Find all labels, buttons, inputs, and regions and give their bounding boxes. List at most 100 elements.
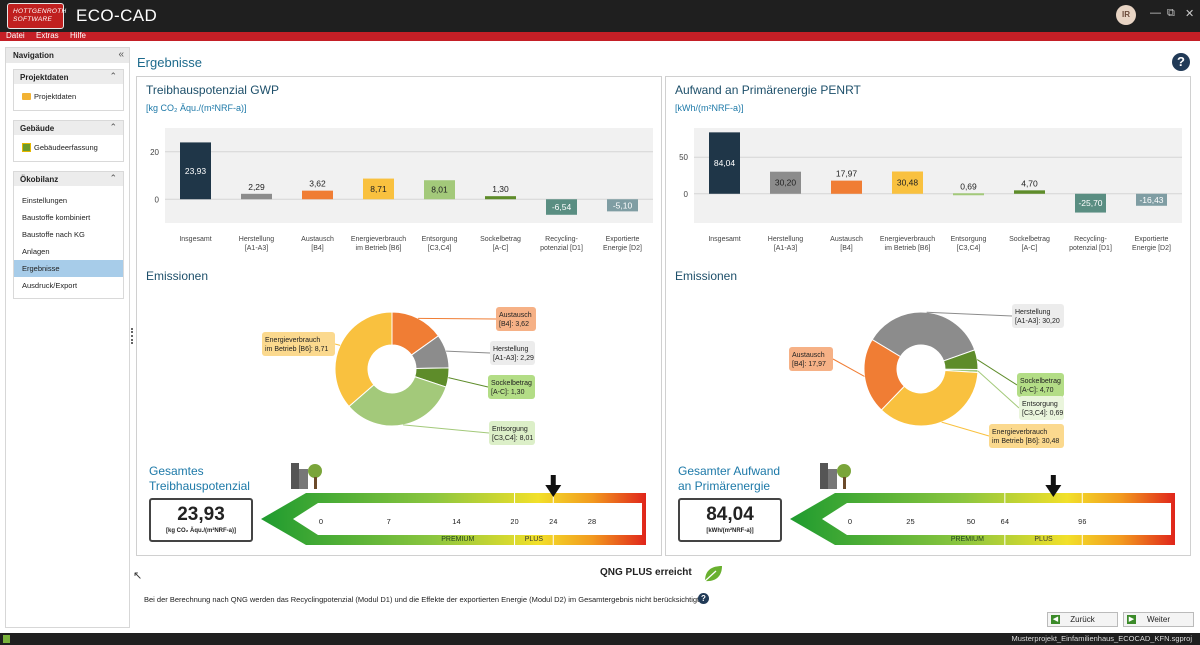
slice-label-box (489, 421, 535, 445)
nav-group-header[interactable]: Ökobilanz ⌃ (14, 172, 123, 186)
bar (424, 180, 455, 200)
city-tree-icon (291, 463, 322, 489)
plot-area (694, 128, 1182, 223)
donut-slice (871, 311, 976, 362)
nav-group-gebaeude: Gebäude ⌃ Gebäudeerfassung (13, 120, 124, 162)
next-button[interactable]: ▶ Weiter (1123, 612, 1194, 627)
y-tick-label: 20 (150, 148, 159, 157)
x-tick-label: Sockelbetrag (1009, 236, 1050, 243)
user-avatar[interactable]: IR (1116, 5, 1136, 25)
leader-line (976, 359, 1018, 386)
data-label: 23,93 (185, 166, 207, 176)
x-tick-label: Recycling- (545, 236, 578, 243)
slice-label-box (496, 307, 536, 331)
x-tick-label: [A1-A3] (774, 245, 797, 252)
help-icon[interactable]: ? (698, 593, 709, 604)
help-icon[interactable]: ? (1172, 53, 1190, 71)
penrt-title: Aufwand an Primärenergie PENRT (675, 83, 861, 97)
menu-extras[interactable]: Extras (36, 31, 59, 40)
slice-label: [C3,C4]: 8,01 (492, 435, 533, 442)
gwp-total-unit: [kg CO₂ Äqu./(m²NRF-a)] (166, 528, 236, 534)
scale-inner (293, 503, 642, 535)
x-tick-label: Energie [D2] (1132, 245, 1171, 252)
leader-line (977, 370, 1020, 409)
folder-icon (22, 93, 31, 100)
penrt-bar-chart: 0 50 84,04 Insgesamt 30,20 Herstellung [A1-A3]… (679, 128, 1182, 252)
x-tick-label: [C3,C4] (428, 245, 452, 252)
x-tick-label: Insgesamt (708, 236, 740, 243)
nav-item-projektdaten[interactable]: Projektdaten (14, 84, 123, 110)
leader-line (334, 343, 341, 346)
scale-tick-label: 25 (906, 517, 914, 526)
scale-tick-label: 50 (967, 517, 975, 526)
nav-item-baustoffe-kombiniert[interactable]: Baustoffe kombiniert (22, 213, 91, 222)
city-tree-icon (820, 463, 851, 489)
data-label: 8,01 (431, 185, 448, 195)
slice-label-box (1012, 304, 1064, 328)
x-tick-label: potenzial [D1] (1069, 245, 1112, 252)
x-tick-label: Energie [D2] (603, 245, 642, 252)
x-tick-label: im Betrieb [B6] (356, 245, 402, 252)
x-tick-label: Entsorgung (422, 236, 458, 243)
gwp-bar-chart: 0 20 23,93 Insgesamt 2,29 Herstellung [A1-A3] 3… (150, 128, 653, 252)
data-label: 2,29 (248, 182, 265, 192)
marker-arrow-icon (545, 485, 562, 497)
slice-label: Sockelbetrag (1020, 378, 1061, 385)
nav-item-einstellungen[interactable]: Einstellungen (22, 196, 68, 205)
donut-slice (863, 338, 906, 411)
bar (180, 142, 211, 200)
bar (241, 193, 272, 200)
restore-icon[interactable]: ⧉ (1167, 7, 1175, 19)
scale-tick-label: 7 (387, 517, 391, 526)
collapse-nav-icon[interactable]: « (118, 49, 124, 60)
leader-line (418, 317, 497, 320)
bar (546, 199, 577, 215)
x-tick-label: [A1-A3] (245, 245, 268, 252)
penrt-emissions-title: Emissionen (675, 269, 738, 283)
bar (1075, 193, 1106, 213)
donut-slice (334, 311, 393, 408)
slice-label: [B4]: 17,97 (792, 361, 826, 368)
data-label: 30,20 (775, 178, 797, 188)
y-tick-label: 50 (679, 153, 688, 162)
minimize-icon[interactable]: — (1150, 7, 1161, 19)
nav-group-header[interactable]: Projektdaten ⌃ (14, 70, 123, 84)
nav-item-ausdruck-export[interactable]: Ausdruck/Export (22, 281, 78, 290)
back-button[interactable]: ◀ Zurück (1047, 612, 1118, 627)
nav-item-ergebnisse[interactable]: Ergebnisse (14, 260, 123, 277)
bar (892, 171, 923, 194)
leader-line (403, 424, 490, 434)
slice-label: im Betrieb [B6]: 8,71 (265, 346, 329, 353)
menu-datei[interactable]: Datei (6, 31, 25, 40)
nav-group-header[interactable]: Gebäude ⌃ (14, 121, 123, 135)
qng-result: QNG PLUS erreicht (600, 567, 692, 578)
nav-item-baustoffe-nach-kg[interactable]: Baustoffe nach KG (22, 230, 85, 239)
bar (709, 132, 740, 194)
penrt-total-box: 84,04 [kWh/(m²NRF-a)] (678, 498, 782, 542)
leader-line (832, 358, 865, 377)
nav-item-gebaeudeerfassung[interactable]: Gebäudeerfassung (14, 135, 123, 161)
chevron-up-icon[interactable]: ⌃ (109, 71, 117, 81)
donut-slice (880, 369, 979, 427)
scale-tick-label: 0 (848, 517, 852, 526)
menu-hilfe[interactable]: Hilfe (70, 31, 87, 40)
status-icon (3, 635, 10, 643)
mouse-cursor-icon: ↖ (133, 570, 143, 582)
panel-splitter[interactable] (131, 328, 133, 344)
chevron-up-icon[interactable]: ⌃ (109, 122, 117, 132)
chevron-up-icon[interactable]: ⌃ (109, 173, 117, 183)
slice-label: [B4]: 3,62 (499, 321, 529, 328)
x-tick-label: Sockelbetrag (480, 236, 521, 243)
x-tick-label: Herstellung (239, 236, 275, 243)
slice-label: Entsorgung (492, 426, 528, 433)
app-title: ECO-CAD (76, 6, 158, 25)
close-icon[interactable]: ✕ (1185, 8, 1195, 20)
slice-label: Herstellung (493, 346, 529, 353)
slice-label: [A-C]: 4,70 (1020, 387, 1054, 394)
band-label: PLUS (1034, 536, 1053, 543)
gwp-panel: Treibhauspotenzial GWP [kg CO₂ Äqu./(m²N… (136, 76, 662, 556)
arrow-right-icon: ▶ (1127, 615, 1136, 624)
leader-line (446, 350, 491, 354)
nav-item-anlagen[interactable]: Anlagen (22, 247, 50, 256)
